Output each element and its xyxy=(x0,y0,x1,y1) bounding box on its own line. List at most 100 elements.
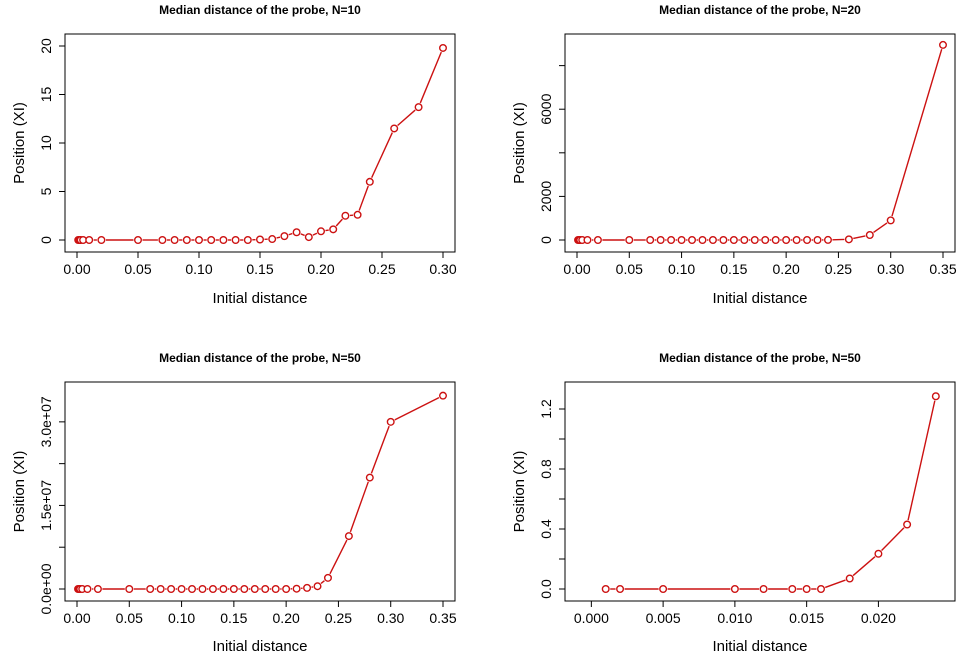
series-line-segment xyxy=(288,232,293,236)
x-axis-label: Initial distance xyxy=(712,290,807,307)
data-point xyxy=(601,585,610,594)
chart-title: Median distance of the probe, N=50 xyxy=(659,351,861,365)
data-point xyxy=(698,235,707,244)
data-point xyxy=(280,232,289,241)
x-tick-label: 0.00 xyxy=(563,261,590,277)
series-line-segment xyxy=(824,579,846,589)
series-line-segment xyxy=(329,539,348,575)
data-point xyxy=(730,585,739,594)
y-tick-label: 2000 xyxy=(538,181,554,212)
y-tick-label: 10 xyxy=(38,135,54,151)
data-point xyxy=(931,392,940,401)
y-tick-label: 1.5e+07 xyxy=(38,480,54,531)
data-point xyxy=(729,235,738,244)
data-point xyxy=(93,585,102,594)
y-axis-label: Position (XI) xyxy=(511,451,528,533)
series-line-segment xyxy=(419,51,442,104)
x-tick-label: 0.15 xyxy=(246,261,273,277)
x-tick-label: 0.20 xyxy=(773,261,800,277)
data-point xyxy=(261,585,270,594)
data-point xyxy=(439,43,448,52)
series-line-segment xyxy=(312,232,318,236)
data-point xyxy=(194,235,203,244)
data-point xyxy=(845,574,854,583)
data-point xyxy=(85,235,94,244)
x-tick-label: 0.30 xyxy=(877,261,904,277)
data-point xyxy=(329,225,338,234)
y-tick-label: 0 xyxy=(538,236,554,244)
data-point xyxy=(198,585,207,594)
x-axis-label: Initial distance xyxy=(212,638,307,655)
data-point xyxy=(170,235,179,244)
data-point xyxy=(146,585,155,594)
chart-panel-4: Median distance of the probe, N=50 Initia… xyxy=(511,351,956,655)
series-line-segment xyxy=(907,400,936,521)
series-line-segment xyxy=(349,481,369,533)
x-tick-label: 0.30 xyxy=(429,261,456,277)
data-point xyxy=(268,235,277,244)
y-tick-label: 15 xyxy=(38,87,54,103)
data-point xyxy=(656,235,665,244)
data-point xyxy=(317,227,326,236)
data-point xyxy=(750,235,759,244)
data-point xyxy=(646,235,655,244)
data-point xyxy=(802,585,811,594)
data-point xyxy=(323,573,332,582)
series-line-segment xyxy=(335,218,343,227)
series-line-segment xyxy=(276,236,281,239)
plot-frame xyxy=(564,381,956,602)
series-line-segment xyxy=(852,556,876,577)
x-tick-label: 0.25 xyxy=(825,261,852,277)
x-tick-label: 0.005 xyxy=(646,610,681,626)
data-point xyxy=(188,585,197,594)
data-point xyxy=(125,585,134,594)
chart-panel-1: Median distance of the probe, N=10 Initia… xyxy=(11,3,457,307)
chart-title: Median distance of the probe, N=50 xyxy=(159,351,361,365)
x-tick-label: 0.015 xyxy=(789,610,824,626)
y-tick-label: 6000 xyxy=(538,93,554,124)
series-line-segment xyxy=(371,132,393,178)
y-tick-label: 20 xyxy=(38,38,54,54)
series-line-segment xyxy=(873,222,888,233)
data-point xyxy=(167,585,176,594)
x-tick-label: 0.000 xyxy=(574,610,609,626)
data-point xyxy=(182,235,191,244)
data-point xyxy=(219,585,228,594)
y-tick-label: 3.0e+07 xyxy=(38,396,54,447)
data-point xyxy=(803,235,812,244)
series-line-segment xyxy=(370,425,390,474)
chart-title: Median distance of the probe, N=10 xyxy=(159,3,361,17)
data-point xyxy=(583,235,592,244)
series-line-segment xyxy=(891,49,943,217)
x-tick-label: 0.05 xyxy=(616,261,643,277)
series-line-segment xyxy=(358,185,369,211)
data-point xyxy=(292,584,301,593)
data-point xyxy=(886,216,895,225)
y-tick-label: 0.4 xyxy=(538,519,554,539)
data-point xyxy=(229,585,238,594)
data-point xyxy=(313,582,322,591)
x-tick-label: 0.10 xyxy=(168,610,195,626)
data-point xyxy=(782,235,791,244)
data-point xyxy=(759,585,768,594)
data-point xyxy=(659,585,668,594)
data-point xyxy=(593,235,602,244)
data-point xyxy=(231,235,240,244)
data-point xyxy=(386,417,395,426)
data-point xyxy=(771,235,780,244)
y-tick-label: 0 xyxy=(38,236,54,244)
chart-panel-2: Median distance of the probe, N=20 Initia… xyxy=(511,3,957,307)
data-point xyxy=(788,585,797,594)
y-axis-label: Position (XI) xyxy=(11,451,28,533)
data-point xyxy=(304,233,313,242)
data-point xyxy=(688,235,697,244)
data-point xyxy=(292,228,301,237)
data-point xyxy=(616,585,625,594)
y-tick-label: 5 xyxy=(38,187,54,195)
y-tick-label: 0.0e+00 xyxy=(38,563,54,614)
data-point xyxy=(256,235,265,244)
series-line-segment xyxy=(320,580,325,584)
y-axis-label: Position (XI) xyxy=(11,102,28,184)
x-tick-label: 0.20 xyxy=(273,610,300,626)
